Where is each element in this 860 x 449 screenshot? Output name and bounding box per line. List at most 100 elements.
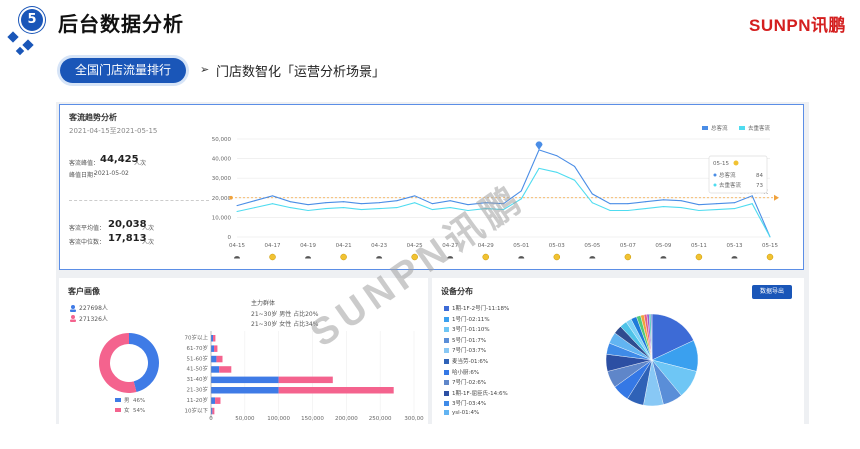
y-tick-label: 0 xyxy=(228,235,232,241)
tooltip-total-value: 84 xyxy=(756,173,763,179)
female-user-icon xyxy=(71,315,75,319)
data-point xyxy=(485,202,487,204)
y-tick-label: 40,000 xyxy=(212,157,232,163)
data-point xyxy=(360,203,362,205)
device-legend-label: 7号门-03:7% xyxy=(452,348,487,355)
bar-x-tick: 100,000 xyxy=(267,416,290,422)
trend-panel: 客流趋势分析 2021-04-15至2021-05-15 客流峰值： 44,42… xyxy=(59,104,804,270)
male-user-icon-body xyxy=(70,309,76,312)
tooltip-date: 05-15 xyxy=(713,161,729,167)
data-point xyxy=(733,202,735,204)
age-bar-female xyxy=(278,387,394,394)
x-tick-label: 05-03 xyxy=(549,243,565,249)
x-tick-label: 05-13 xyxy=(726,243,742,249)
device-legend-swatch xyxy=(444,348,449,354)
trend-title: 客流趋势分析 xyxy=(69,113,117,122)
total-flow-line xyxy=(236,149,771,238)
data-point xyxy=(716,209,718,211)
device-legend-label: 7号门-02:6% xyxy=(452,380,487,387)
arrow-icon: ➢ xyxy=(200,63,210,76)
device-pie-slice xyxy=(650,313,653,361)
age-bar-female xyxy=(214,345,218,352)
device-legend-swatch xyxy=(444,369,449,375)
weather-cloud-icon xyxy=(518,256,525,259)
age-bar-female xyxy=(212,407,215,415)
age-bar-male xyxy=(211,335,214,342)
page-title: 后台数据分析 xyxy=(58,12,184,36)
customer-charts: 227698人 271326人 主力群体 21~30岁 男性 占比20% 21~… xyxy=(70,299,424,422)
chart-tooltip: 05-15 总客流 84 去重客流 73 xyxy=(708,155,768,194)
customer-panel: 客户画像 227698人 271326人 主力群体 21~30岁 男性 占比20… xyxy=(59,278,428,424)
device-legend-label: 麦当劳-01:6% xyxy=(452,359,489,365)
gender-slice xyxy=(129,333,160,393)
device-legend-label: 5号门-01:7% xyxy=(452,337,487,344)
x-tick-label: 04-23 xyxy=(371,243,387,249)
gender-legend-pct: 46% xyxy=(133,398,145,404)
age-bar-female xyxy=(219,366,232,373)
device-legend-swatch xyxy=(444,359,449,364)
data-point xyxy=(645,208,647,210)
data-point xyxy=(236,205,238,207)
trend-chart[interactable]: 0 10,000 20,000 30,000 40,000 50,000 04-15 04-1… xyxy=(59,104,804,270)
gender-legend-pct: 54% xyxy=(133,408,145,414)
age-bar-male xyxy=(211,407,213,415)
data-point xyxy=(449,200,451,202)
data-point xyxy=(751,203,753,205)
data-point xyxy=(431,209,433,211)
peak-unit: 人次 xyxy=(134,160,147,167)
gender-legend-swatch xyxy=(115,408,121,412)
age-category-label: 11-20岁 xyxy=(187,396,208,404)
data-point xyxy=(307,204,309,206)
data-point xyxy=(574,179,576,181)
section-subtitle: 门店数智化「运营分析场景」 xyxy=(216,65,386,80)
tooltip-weather-icon xyxy=(733,160,739,166)
data-point xyxy=(591,193,593,195)
male-count: 227698人 xyxy=(79,305,108,312)
peak-label: 客流峰值： xyxy=(69,160,100,167)
device-legend-label: ysl-01:4% xyxy=(452,410,480,416)
age-bar-female xyxy=(213,335,216,342)
data-point xyxy=(520,190,522,192)
x-tick-label: 05-09 xyxy=(655,243,671,249)
data-point xyxy=(272,203,274,205)
export-button[interactable]: 数据导出 xyxy=(752,285,792,299)
data-point xyxy=(485,208,487,210)
stats-divider xyxy=(69,200,209,201)
bar-x-tick: 300,00 xyxy=(404,416,424,422)
data-point xyxy=(609,210,611,212)
weather-sun-icon xyxy=(766,253,774,261)
data-point xyxy=(627,210,629,212)
weather-sun-icon xyxy=(482,253,489,261)
weather-cloud-icon xyxy=(376,256,383,259)
data-point xyxy=(360,209,362,211)
x-tick-label: 04-15 xyxy=(229,243,245,249)
device-legend-item: 7号门-03:7% xyxy=(444,346,486,354)
data-point xyxy=(378,202,380,204)
x-tick-label: 04-19 xyxy=(300,243,316,249)
peak-marker-icon xyxy=(535,141,543,150)
age-bar-female xyxy=(215,397,221,404)
data-point xyxy=(680,207,682,209)
tooltip-total-dot xyxy=(713,173,717,177)
data-point xyxy=(289,207,291,209)
customer-title: 客户画像 xyxy=(68,287,100,296)
peak-date-label: 峰值日期： xyxy=(69,172,100,179)
peak-date: 2021-05-02 xyxy=(94,170,129,177)
legend-total-swatch xyxy=(702,126,708,130)
male-user-icon xyxy=(71,305,75,309)
gender-slice xyxy=(99,333,137,393)
legend-dedup-swatch xyxy=(739,126,745,130)
data-point xyxy=(325,208,327,210)
data-point xyxy=(574,165,576,167)
trend-date-range: 2021-04-15至2021-05-15 xyxy=(69,127,158,135)
data-point xyxy=(716,203,718,205)
data-point xyxy=(343,207,345,209)
data-point xyxy=(698,204,700,206)
device-legend-swatch xyxy=(444,337,449,343)
data-point xyxy=(343,201,345,203)
data-point xyxy=(627,203,629,205)
male-count-row: 227698人 xyxy=(70,305,108,312)
average-line-start xyxy=(229,195,233,200)
median-label: 客流中位数： xyxy=(69,239,106,246)
female-count: 271326人 xyxy=(79,316,108,323)
